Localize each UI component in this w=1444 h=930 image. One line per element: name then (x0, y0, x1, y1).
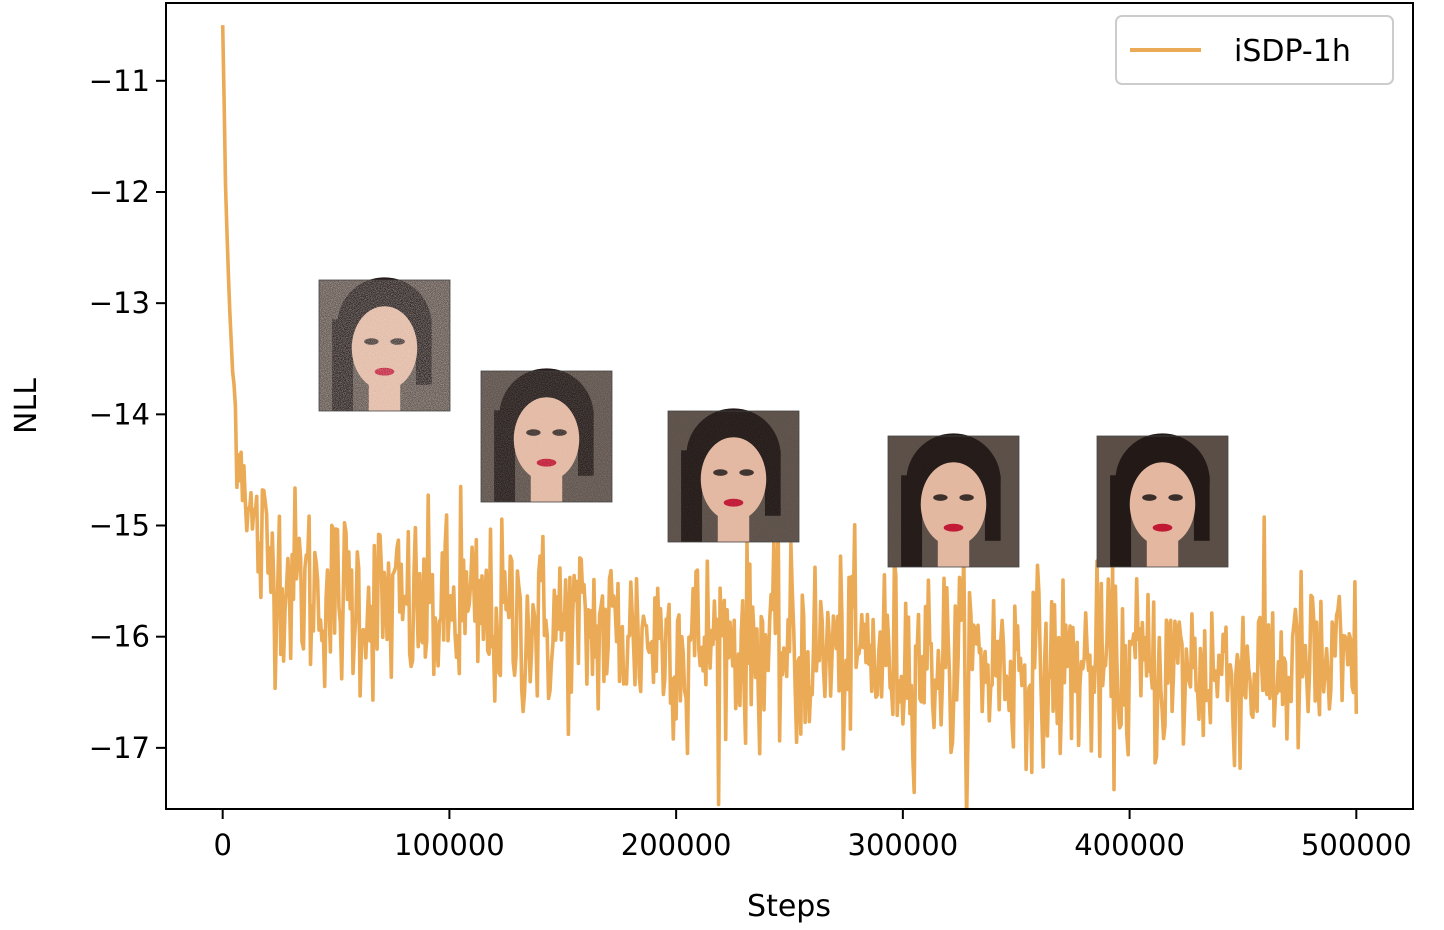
y-axis-title: NLL (9, 378, 44, 434)
y-tick-label: −16 (89, 620, 150, 654)
sample-face-image (887, 433, 1020, 568)
x-tick-label: 400000 (1074, 828, 1185, 862)
y-tick-label: −11 (89, 64, 150, 98)
y-tick-label: −14 (89, 397, 150, 431)
sample-face-image (318, 277, 451, 412)
legend: iSDP-1h (1115, 15, 1394, 85)
y-tick-label: −17 (89, 731, 150, 765)
x-axis-title: Steps (747, 889, 831, 924)
x-tick-label: 200000 (621, 828, 732, 862)
legend-box (1115, 15, 1394, 85)
x-tick-label: 300000 (848, 828, 959, 862)
series-layer (220, 25, 1359, 809)
y-axis-ticks: −11 −12 −13 −14 −15 −16 −17 (89, 64, 166, 765)
x-tick-label: 100000 (394, 828, 505, 862)
sample-face-image (667, 408, 800, 543)
sample-face-image (480, 368, 613, 503)
plot-frame (165, 2, 1414, 810)
series-line-isdp-1h (220, 25, 1359, 809)
x-tick-label: 0 (213, 828, 231, 862)
x-axis-ticks: 0 100000 200000 300000 400000 500000 (213, 809, 1412, 862)
sample-images (318, 277, 1229, 568)
x-tick-label: 500000 (1301, 828, 1412, 862)
y-tick-label: −13 (89, 286, 150, 320)
y-tick-label: −12 (89, 175, 150, 209)
legend-label-isdp-1h: iSDP-1h (1234, 34, 1351, 69)
sample-face-image (1096, 433, 1229, 568)
y-tick-label: −15 (89, 509, 150, 543)
